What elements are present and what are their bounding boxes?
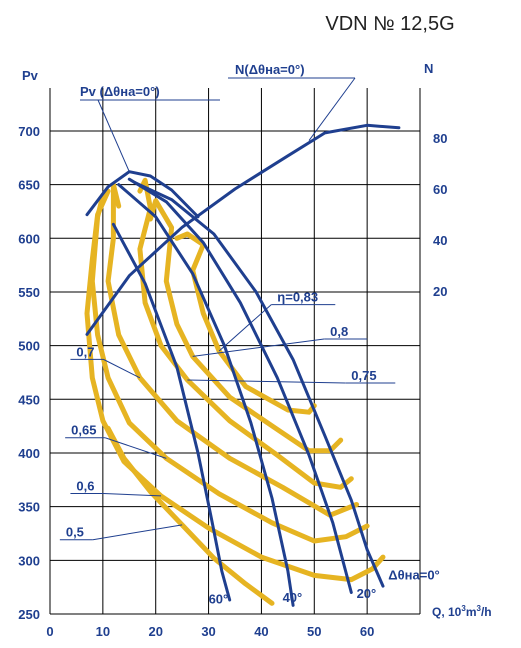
efficiency-curve-label: 0,75 [351,368,376,383]
leader-line [218,304,272,352]
pressure-curve [127,177,353,594]
efficiency-curve [174,231,317,415]
x-tick-label: 0 [46,624,53,639]
efficiency-curve [84,188,386,583]
x-tick-label: 50 [307,624,321,639]
pressure-curve-label: 60° [209,591,229,606]
y-left-tick-label: 350 [18,500,40,515]
y-right-tick-label: 40 [433,233,447,248]
pressure-curve-label: 40° [283,590,303,605]
y-left-tick-label: 500 [18,339,40,354]
y-right-axis-label: N [424,61,433,76]
y-right-tick-label: 60 [433,182,447,197]
pv-envelope-label: Pv (Δθна=0°) [80,84,160,99]
y-left-tick-labels: 250 300 350 400 450 500 550 600 650 700 [18,124,40,622]
x-tick-labels: 0 10 20 30 40 50 60 [46,624,374,639]
leader-line [103,493,162,497]
x-tick-label: 30 [201,624,215,639]
efficiency-curve-label: 0,5 [66,525,84,540]
y-right-tick-label: 80 [433,131,447,146]
y-left-axis-label: Pv [22,68,39,83]
leader-line [104,437,167,459]
efficiency-curve-label: η=0,83 [277,290,318,305]
pressure-curve-label: Δθна=0° [388,568,439,583]
y-right-tick-label: 20 [433,284,447,299]
y-left-tick-label: 450 [18,392,40,407]
efficiency-curve-label: 0,6 [76,479,94,494]
pressure-curve [111,222,232,602]
x-axis-label: Q, 103m3/h [432,604,492,619]
x-tick-label: 40 [254,624,268,639]
x-tick-label: 60 [360,624,374,639]
chart-title: VDN № 12,5G [325,13,454,35]
x-tick-label: 20 [148,624,162,639]
power-curve-label: N(Δθна=0°) [235,62,305,77]
leader-line [92,524,183,541]
y-right-tick-labels: 20 40 60 80 [433,131,447,299]
leader-line [308,77,356,141]
x-tick-label: 10 [96,624,110,639]
leader-line [97,99,130,172]
power-curve [85,123,401,336]
pressure-curve [133,181,385,588]
efficiency-curve [105,182,360,518]
y-left-tick-label: 400 [18,446,40,461]
efficiency-curve-label: 0,8 [330,324,348,339]
y-left-tick-label: 600 [18,231,40,246]
pv-envelope-curve [85,170,200,219]
efficiency-curve-label: 0,7 [76,344,94,359]
pressure-curve-label: 20° [357,586,377,601]
leader-line [103,358,141,379]
curve-labels: η=0,83 0,8 0,75 0,7 0,65 0,6 0,5 60° 40° 20° Δθна=… [59,62,440,606]
pressure-curves [85,123,401,607]
efficiency-curve [147,198,344,454]
leader-line [192,338,325,357]
y-left-tick-label: 650 [18,178,40,193]
y-left-tick-label: 550 [18,285,40,300]
efficiency-curve-label: 0,65 [71,423,96,438]
y-left-tick-label: 300 [18,553,40,568]
leader-line [187,379,346,384]
y-left-tick-label: 700 [18,124,40,139]
pressure-curve [117,183,295,607]
y-left-tick-label: 250 [18,607,40,622]
